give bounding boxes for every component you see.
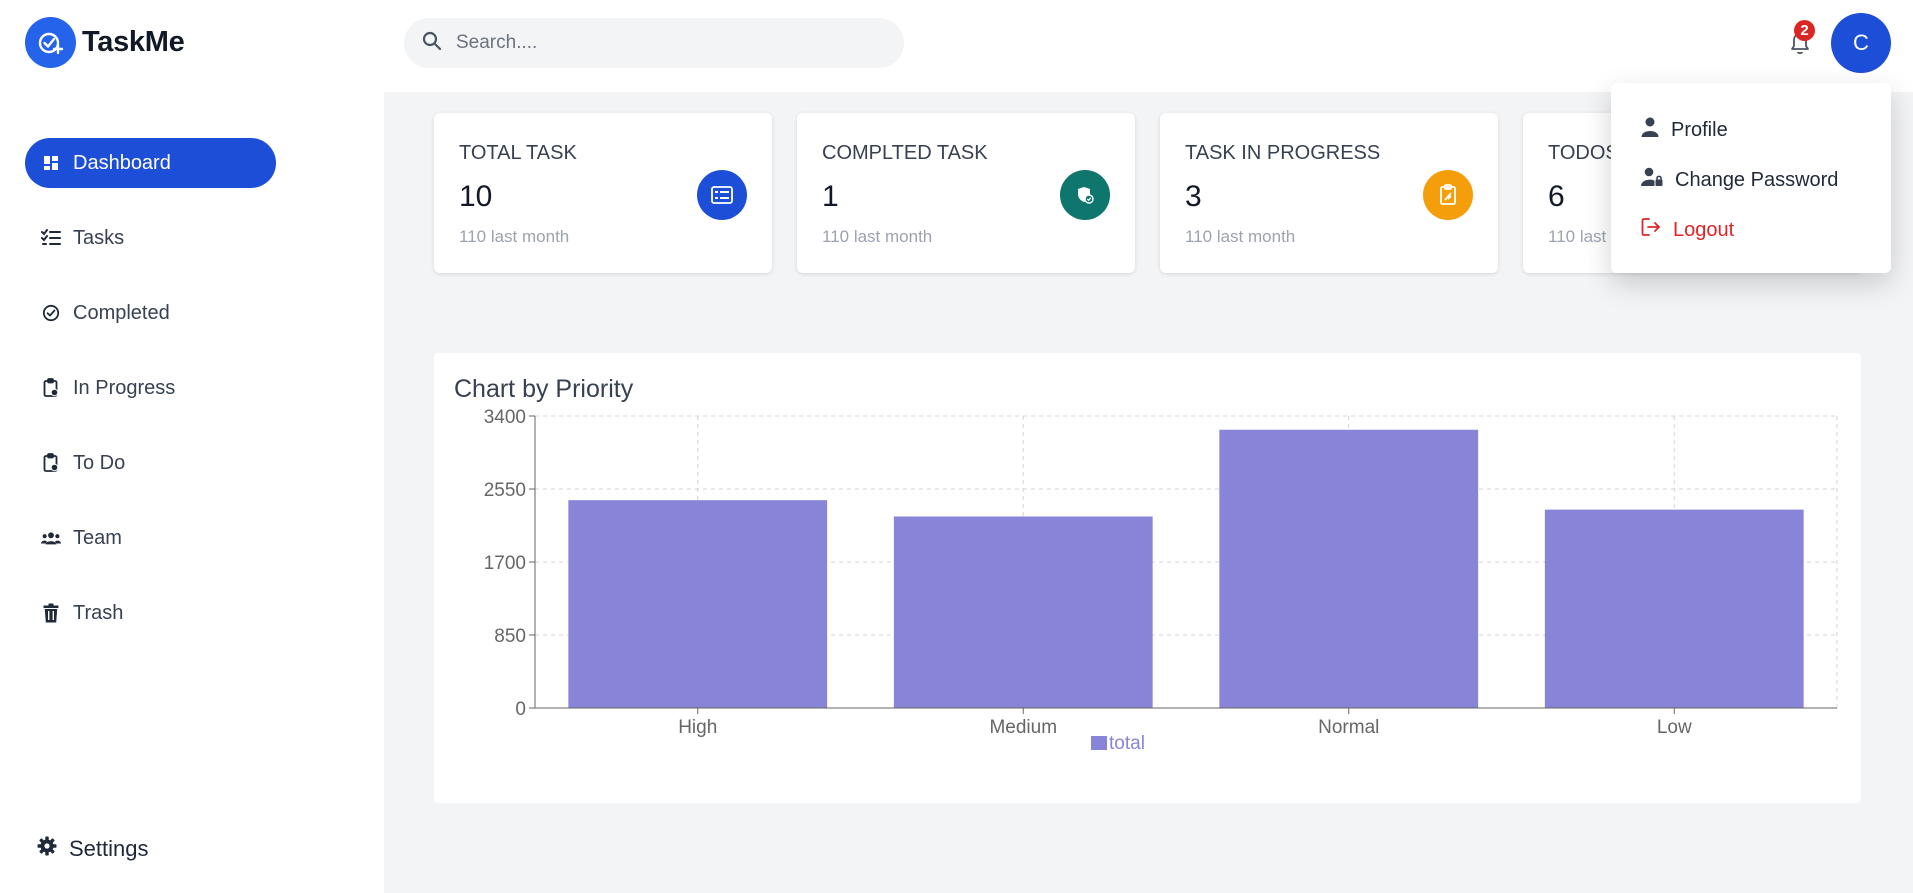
- x-tick-label: Low: [1657, 717, 1692, 738]
- y-tick-label: 850: [494, 626, 526, 647]
- sidebar-item-label: Dashboard: [73, 151, 171, 174]
- stat-sub: 110 last month: [459, 227, 570, 246]
- sidebar-item-team[interactable]: Team: [25, 513, 276, 563]
- progress-icon: [1423, 170, 1473, 220]
- brand-name: TaskMe: [82, 26, 185, 58]
- sidebar-item-label: In Progress: [73, 376, 176, 399]
- profile-dropdown: Profile Change Password Logout: [1611, 83, 1891, 273]
- check-circle-icon: [41, 303, 61, 323]
- stat-value: 6: [1548, 180, 1565, 213]
- menu-item-label: Change Password: [1675, 168, 1839, 191]
- legend-swatch: [1091, 736, 1107, 750]
- bar-low: [1544, 509, 1804, 708]
- sidebar-item-label: To Do: [73, 451, 126, 474]
- bar-high: [568, 500, 828, 708]
- chart-card: Chart by Priority 0 850 1700 2550 3400 High Me…: [434, 353, 1861, 803]
- sidebar-item-in-progress[interactable]: In Progress: [25, 363, 276, 413]
- avatar[interactable]: C: [1831, 13, 1891, 73]
- y-tick-label: 0: [515, 699, 526, 720]
- stat-label: TASK IN PROGRESS: [1185, 142, 1381, 164]
- stat-card-completed-task: COMPLTED TASK 1 110 last month: [797, 113, 1135, 273]
- brand-logo-icon: [25, 17, 76, 68]
- list-icon: [697, 170, 747, 220]
- change-password-menu-item[interactable]: Change Password: [1611, 155, 1891, 205]
- clipboard-icon: [41, 453, 61, 473]
- logout-menu-item[interactable]: Logout: [1611, 205, 1891, 255]
- stat-sub: 110 last month: [1185, 227, 1296, 246]
- stat-value: 3: [1185, 180, 1202, 213]
- x-tick-label: High: [678, 717, 717, 738]
- sidebar-item-label: Completed: [73, 301, 170, 324]
- clipboard-icon: [41, 378, 61, 398]
- sidebar-item-dashboard[interactable]: Dashboard: [25, 138, 276, 188]
- menu-item-label: Profile: [1671, 118, 1728, 141]
- sidebar-item-trash[interactable]: Trash: [25, 588, 276, 638]
- brand[interactable]: TaskMe: [25, 17, 185, 68]
- search-icon: [422, 31, 442, 56]
- stat-card-total-task: TOTAL TASK 10 110 last month: [434, 113, 772, 273]
- legend-label: total: [1109, 733, 1145, 754]
- stat-sub: 110 last month: [822, 227, 933, 246]
- dashboard-icon: [41, 153, 61, 173]
- profile-menu-item[interactable]: Profile: [1611, 105, 1891, 155]
- sidebar-item-completed[interactable]: Completed: [25, 288, 276, 338]
- chart-title: Chart by Priority: [454, 375, 634, 403]
- stat-label: TOTAL TASK: [459, 142, 577, 164]
- stat-card-task-in-progress: TASK IN PROGRESS 3 110 last month: [1160, 113, 1498, 273]
- priority-bar-chart: 0 850 1700 2550 3400 High Medium Normal Low total: [484, 407, 1838, 754]
- stat-label: TODOS: [1548, 142, 1619, 164]
- menu-item-label: Logout: [1673, 218, 1735, 241]
- user-icon: [1641, 117, 1659, 143]
- search-bar[interactable]: [404, 18, 904, 68]
- main-content: TOTAL TASK 10 110 last month COMPLTED TA…: [384, 92, 1913, 893]
- bar-normal: [1219, 429, 1479, 708]
- y-tick-label: 1700: [484, 553, 526, 574]
- x-tick-label: Medium: [989, 717, 1057, 738]
- stat-label: COMPLTED TASK: [822, 142, 988, 164]
- trash-icon: [41, 603, 61, 623]
- settings-label: Settings: [69, 836, 149, 861]
- sidebar-item-to-do[interactable]: To Do: [25, 438, 276, 488]
- sidebar-item-label: Trash: [73, 601, 124, 624]
- tasks-icon: [41, 228, 61, 248]
- stat-value: 1: [822, 180, 839, 213]
- notification-badge: 2: [1794, 20, 1815, 41]
- y-tick-label: 2550: [484, 480, 526, 501]
- team-icon: [41, 528, 61, 548]
- sidebar-item-label: Team: [73, 526, 122, 549]
- y-tick-label: 3400: [484, 407, 526, 428]
- check-shield-icon: [1060, 170, 1110, 220]
- x-tick-label: Normal: [1318, 717, 1379, 738]
- sidebar-nav: Dashboard Tasks Completed In Progress To…: [25, 138, 276, 663]
- gear-icon: [37, 836, 57, 862]
- search-input[interactable]: [456, 32, 876, 54]
- logout-icon: [1641, 218, 1661, 242]
- sidebar-item-tasks[interactable]: Tasks: [25, 213, 276, 263]
- stat-value: 10: [459, 180, 493, 213]
- sidebar: TaskMe Dashboard Tasks Completed In Prog…: [0, 0, 384, 893]
- user-lock-icon: [1641, 167, 1663, 193]
- bar-medium: [893, 516, 1153, 708]
- settings-button[interactable]: Settings: [37, 836, 149, 862]
- sidebar-item-label: Tasks: [73, 226, 125, 249]
